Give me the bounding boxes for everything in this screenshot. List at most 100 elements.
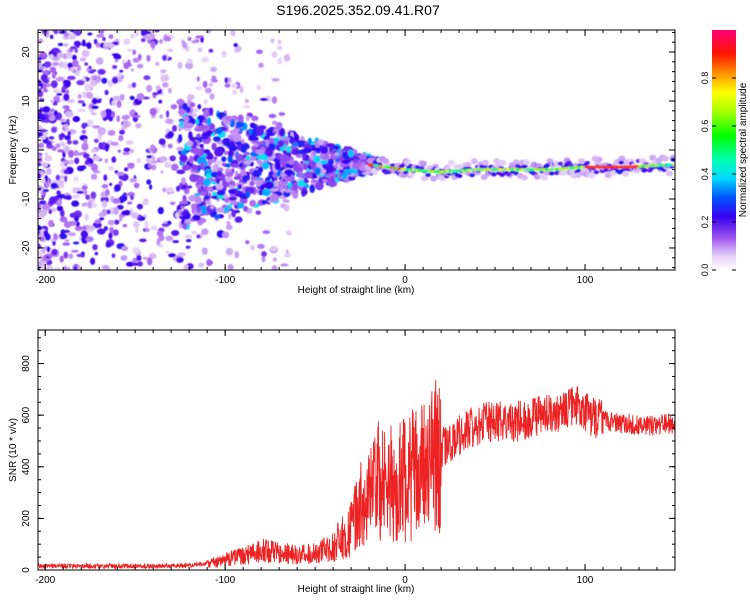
spectrogram-cell [228,213,232,220]
spectrogram-cell [522,159,530,166]
spectrogram-cell [69,48,74,53]
y-tick-label: 20 [21,46,32,58]
spectrogram-cell [261,162,270,170]
spectrogram-cell [83,138,88,145]
colorbar-tick-label: 0.0 [700,264,710,277]
spectrogram-cell [137,63,144,69]
spectrogram-cell [91,148,95,153]
spectrogram-cell [158,138,166,145]
spectrogram-cell [425,173,431,178]
spectrogram-cell [314,167,321,175]
spectrogram-cell [255,149,265,155]
spectrogram-cell [593,170,600,175]
spectrogram-cell [280,263,289,267]
spectrogram-cell [223,206,229,213]
spectrogram-cell [309,184,316,194]
spectrogram-cell [92,155,101,161]
spectrogram-cell [258,62,264,68]
spectrogram-cell [271,265,278,270]
spectrogram-cell [176,146,185,151]
spectrogram-cell [325,164,335,174]
spectrogram-cell [52,57,59,61]
spectrogram-cell [42,189,50,192]
spectrogram-cell [271,96,278,104]
spectrogram-cell [81,185,88,191]
spectrogram-cell [122,59,126,64]
spectrogram-cell [97,228,106,235]
spectrogram-cell [114,38,120,42]
spectrogram-cell [333,145,340,150]
spectrogram-cell [505,172,512,177]
spectrogram-cell [86,229,93,233]
spectrogram-cell [66,139,72,145]
spectrogram-cell [192,108,199,113]
spectrogram-cell [132,57,140,63]
spectrogram-cell [157,206,164,215]
spectrogram-cell [53,233,58,241]
colorbar-tick-label: 0.8 [700,72,710,85]
spectrogram-cell [184,234,192,239]
spectrogram-cell [108,116,113,122]
spectrogram-cell [203,195,210,200]
spectrogram-cell [130,194,134,201]
spectrogram-cell [101,200,108,208]
spectrogram-cell [64,123,69,132]
spectrogram-cell [129,178,138,183]
spectrogram-cell [146,54,151,62]
spectrogram-cell [221,162,226,167]
spectrogram-cell [149,107,157,116]
spectrogram-cell [319,160,328,165]
spectrogram-cell [199,143,204,148]
spectrogram-cell [185,238,192,243]
spectrogram-cell [131,262,139,266]
snr-x-ticks: -200 -100 0 100 [35,330,676,586]
spectrogram-cell [94,219,102,224]
spectrogram-cell [66,118,70,123]
spectrogram-cell [165,118,173,124]
spectrogram-cell [108,166,115,171]
spectrogram-cell [493,158,501,164]
spectrogram-cell [143,31,152,35]
spectrogram-cell [69,212,78,218]
spectrogram-cell [64,175,68,182]
spectrogram-cell [348,175,356,181]
spectrogram-cell [70,67,75,72]
spectrogram-cell [230,30,236,37]
spectrogram-cell [310,147,320,152]
spectrogram-cell [68,220,77,226]
spectrogram-cell [101,184,109,189]
spectrogram-y-ticks: -20 -10 0 10 20 [21,31,675,269]
spectrogram-cell [469,173,476,178]
spectrogram-cell [557,161,564,166]
spectrogram-cell [253,124,258,131]
spectrogram-cell [66,99,75,104]
spectrogram-cell [298,170,303,178]
spectrogram-cell [112,95,121,101]
spectrogram-cell [38,208,43,214]
spectrogram-cell [114,184,121,192]
spectrogram-cell [159,114,163,119]
spectrogram-cell [232,133,242,142]
spectrogram-cell [189,174,199,183]
spectrogram-cell [50,99,55,103]
colorbar-tick-label: 0.4 [700,168,710,181]
spectrogram-cell [98,142,104,150]
spectrogram-cell [52,88,61,94]
spectrogram-cell [68,253,74,259]
colorbar-tick-label: 0.6 [700,120,710,133]
spectrogram-cell [104,143,109,152]
spectrogram-cell [65,80,71,88]
spectrogram-cell [216,190,226,196]
spectrogram-cell [206,117,212,126]
spectrogram-cell [103,174,108,181]
spectrogram-cell [197,125,208,129]
spectrogram-cell [286,145,292,154]
spectrogram-cell [76,253,84,258]
spectrogram-cell [167,48,174,53]
spectrogram-cell [180,211,188,216]
spectrogram-cell [110,141,119,146]
y-tick-label: 10 [21,95,32,107]
spectrogram-cell [38,57,42,61]
spectrogram-cell [273,128,280,133]
spectrogram-cell [123,147,131,152]
